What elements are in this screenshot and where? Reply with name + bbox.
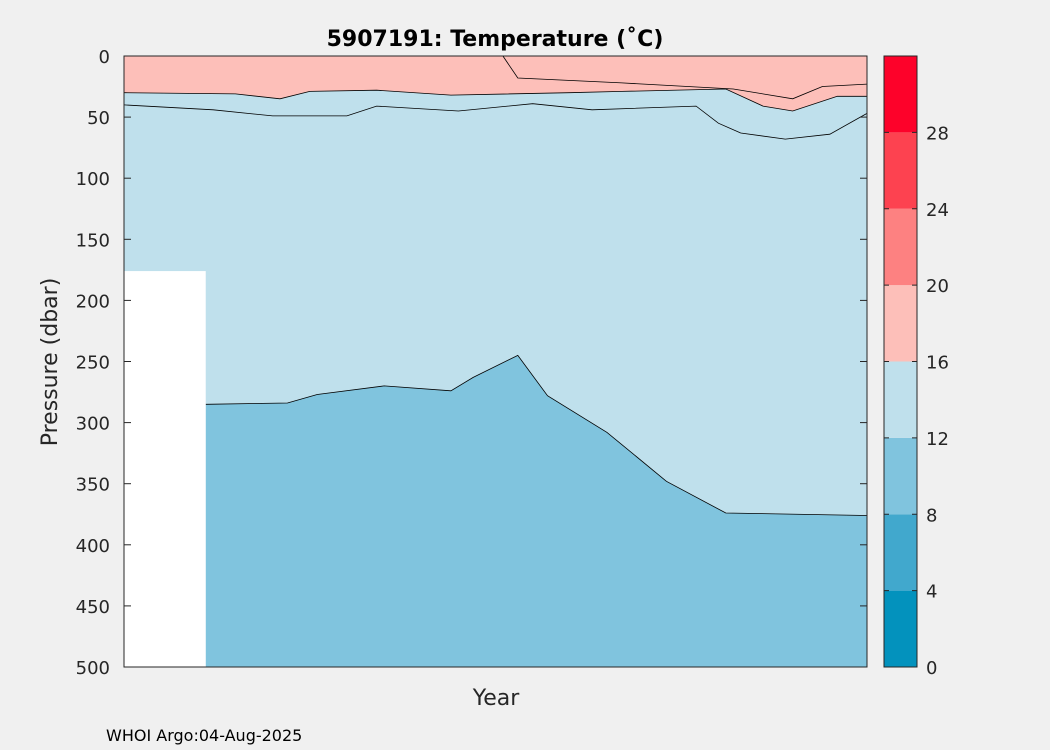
y-tick-label: 350 xyxy=(76,475,110,496)
colorbar: 0 4 8 12 16 20 24 28 xyxy=(883,55,949,679)
y-axis-ticks: 0 50 100 150 200 250 300 350 400 450 500 xyxy=(76,47,867,679)
y-tick-label: 500 xyxy=(76,658,110,679)
y-tick-label: 250 xyxy=(76,353,110,374)
y-tick-label: 450 xyxy=(76,597,110,618)
colorbar-blocks xyxy=(884,56,917,667)
credit-text: WHOI Argo:04-Aug-2025 xyxy=(106,726,302,745)
contour-bands xyxy=(124,56,867,667)
y-tick-label: 100 xyxy=(76,169,110,190)
x-axis-label: Year xyxy=(472,686,521,711)
band-8-12 xyxy=(205,355,867,667)
colorbar-block xyxy=(884,514,917,591)
y-axis-label: Pressure (dbar) xyxy=(38,278,63,447)
colorbar-block xyxy=(884,56,917,133)
colorbar-block xyxy=(884,208,917,286)
y-tick-label: 300 xyxy=(76,414,110,435)
colorbar-block xyxy=(884,437,917,515)
colorbar-block xyxy=(884,361,917,438)
colorbar-tick-label: 8 xyxy=(926,505,937,526)
y-tick-label: 400 xyxy=(76,536,110,557)
contour-16 xyxy=(123,88,867,112)
y-tick-label: 50 xyxy=(87,108,110,129)
colorbar-block xyxy=(884,285,917,362)
y-tick-label: 150 xyxy=(76,230,110,251)
colorbar-tick-label: 24 xyxy=(926,200,949,221)
colorbar-tick-label: 16 xyxy=(926,353,949,374)
y-tick-label: 200 xyxy=(76,291,110,312)
colorbar-block xyxy=(884,132,917,209)
colorbar-ticks: 0 4 8 12 16 20 24 28 xyxy=(884,123,949,679)
y-tick-label: 0 xyxy=(99,47,110,68)
contour-14 xyxy=(123,103,868,140)
contour-18 xyxy=(502,55,868,100)
colorbar-tick-label: 4 xyxy=(926,582,937,603)
contour-12 xyxy=(205,354,868,516)
colorbar-tick-label: 0 xyxy=(926,658,937,679)
colorbar-tick-label: 20 xyxy=(926,276,949,297)
plot-area: 0 50 100 150 200 250 300 350 400 450 500 xyxy=(76,47,868,679)
colorbar-tick-label: 28 xyxy=(926,123,949,144)
contour-lines xyxy=(123,55,868,516)
colorbar-block xyxy=(884,590,917,667)
no-data-region xyxy=(124,271,206,667)
chart-title: 5907191: Temperature (˚C) xyxy=(327,27,664,52)
colorbar-tick-label: 12 xyxy=(926,429,949,450)
